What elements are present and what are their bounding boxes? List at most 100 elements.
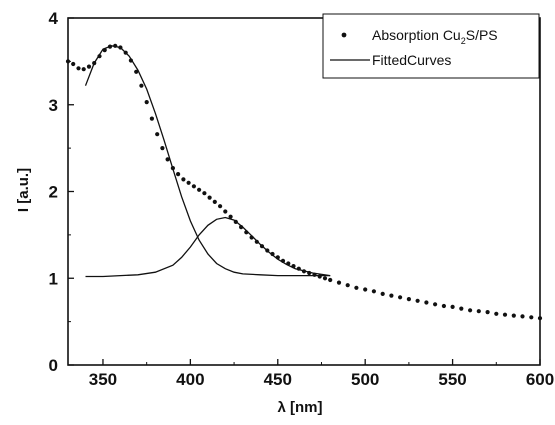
absorption-point	[363, 287, 368, 292]
absorption-point	[398, 295, 403, 300]
absorption-point	[286, 261, 291, 266]
absorption-point	[160, 146, 165, 151]
absorption-point	[502, 312, 508, 317]
x-tick-label: 550	[438, 370, 466, 389]
absorption-point	[328, 277, 333, 283]
legend-absorption-label: Absorption Cu2S/PS	[372, 27, 498, 46]
absorption-point	[223, 209, 228, 214]
absorption-point	[202, 191, 207, 196]
absorption-point	[389, 293, 394, 298]
absorption-point	[280, 258, 286, 263]
x-tick-label: 350	[89, 370, 117, 389]
absorption-point	[233, 219, 238, 224]
absorption-point	[307, 270, 312, 276]
absorption-point	[345, 283, 350, 288]
absorption-point	[371, 289, 376, 294]
absorption-point	[317, 274, 322, 279]
y-axis-ticks: 0 1 2 3 4	[49, 9, 74, 375]
legend: Absorption Cu2S/PS FittedCurves	[322, 13, 540, 79]
absorption-point	[244, 230, 249, 235]
fitted-curve-1	[84, 45, 331, 277]
absorption-point	[301, 269, 307, 274]
absorption-point	[537, 316, 543, 321]
absorption-point	[494, 311, 499, 316]
legend-box	[322, 13, 540, 79]
absorption-point	[128, 58, 133, 63]
absorption-point	[380, 291, 385, 296]
absorption-point	[270, 251, 275, 257]
absorption-point	[86, 64, 92, 69]
absorption-point	[92, 61, 97, 66]
absorption-point	[511, 313, 516, 318]
absorption-point	[322, 276, 328, 281]
absorption-point	[406, 297, 411, 302]
x-tick-label: 450	[264, 370, 292, 389]
x-tick-label: 600	[526, 370, 554, 389]
absorption-point	[186, 180, 191, 185]
absorption-point	[165, 157, 170, 162]
absorption-point	[71, 61, 76, 67]
absorption-point	[76, 66, 81, 71]
absorption-point	[424, 300, 429, 305]
absorption-point	[239, 225, 244, 230]
legend-absorption-pre: Absorption Cu	[372, 27, 461, 43]
absorption-point	[415, 298, 420, 303]
absorption-point	[134, 69, 139, 74]
y-tick-label: 0	[49, 356, 58, 375]
absorption-point	[312, 272, 317, 277]
absorption-point	[181, 177, 186, 182]
legend-dot-marker	[341, 32, 347, 38]
legend-fitted-label: FittedCurves	[372, 52, 451, 68]
absorption-point	[81, 67, 86, 72]
absorption-point	[123, 50, 128, 55]
absorption-point	[228, 214, 233, 219]
absorption-point	[107, 44, 113, 49]
absorption-point	[520, 314, 525, 319]
absorption-point	[191, 184, 196, 189]
absorption-point	[176, 172, 181, 177]
absorption-point	[65, 59, 71, 64]
absorption-dots	[65, 43, 543, 321]
legend-absorption-post: S/PS	[466, 27, 498, 43]
absorption-point	[296, 266, 301, 271]
absorption-point	[139, 83, 144, 88]
absorption-point	[118, 45, 123, 50]
absorption-point	[218, 204, 223, 209]
x-tick-label: 400	[176, 370, 204, 389]
absorption-point	[291, 264, 296, 269]
x-tick-label: 500	[351, 370, 379, 389]
absorption-point	[113, 43, 118, 48]
absorption-point	[433, 302, 438, 307]
absorption-point	[149, 116, 154, 121]
y-tick-label: 2	[49, 183, 58, 202]
absorption-point	[354, 285, 359, 290]
absorption-point	[102, 48, 107, 53]
absorption-point	[529, 315, 534, 320]
absorption-point	[485, 310, 490, 315]
absorption-point	[275, 255, 280, 260]
y-tick-label: 3	[49, 96, 58, 115]
absorption-point	[336, 280, 342, 285]
fitted-curves	[84, 45, 331, 278]
absorption-point	[468, 308, 473, 313]
absorption-point	[459, 306, 464, 311]
absorption-point	[441, 303, 446, 309]
absorption-point	[170, 166, 175, 171]
absorption-point	[144, 100, 149, 105]
absorption-point	[259, 244, 265, 249]
absorption-point	[249, 235, 254, 240]
absorption-point	[97, 54, 102, 59]
x-axis-ticks: 350 400 450 500 550 600	[89, 359, 554, 389]
legend-absorption-sub: 2	[461, 36, 466, 46]
y-tick-label: 4	[49, 9, 59, 28]
absorption-point	[476, 309, 481, 314]
absorption-point	[254, 239, 259, 244]
y-axis-label: I [a.u.]	[15, 168, 32, 212]
absorption-point	[207, 195, 212, 200]
absorption-point	[212, 199, 217, 204]
absorption-point	[265, 248, 270, 253]
absorption-point	[197, 187, 202, 192]
y-tick-label: 1	[49, 269, 58, 288]
absorption-point	[450, 304, 455, 309]
